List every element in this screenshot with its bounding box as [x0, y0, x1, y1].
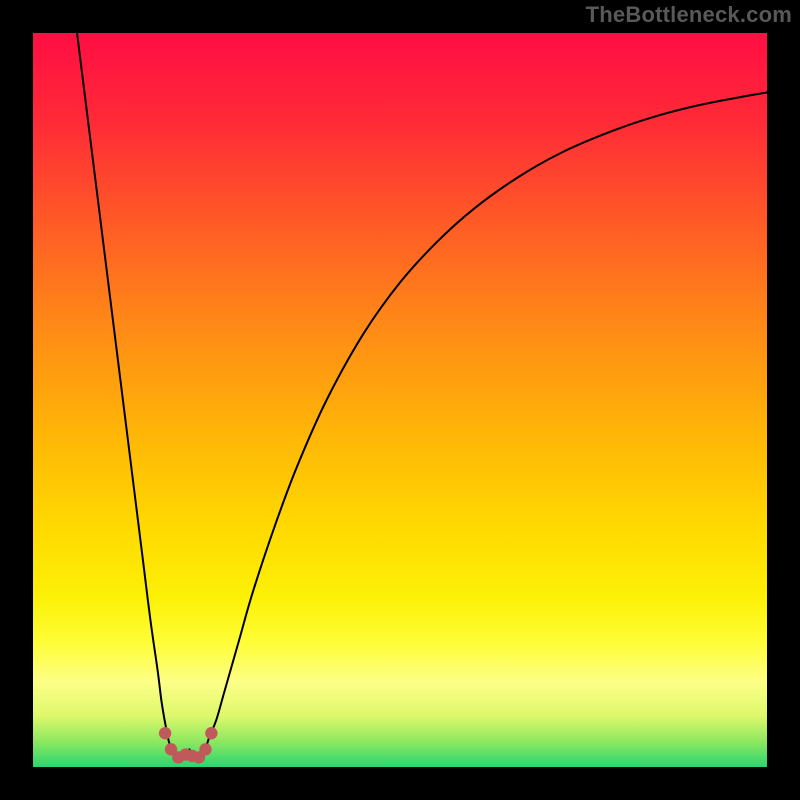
watermark-text: TheBottleneck.com [586, 2, 792, 28]
chart-background-gradient [33, 33, 767, 767]
bottleneck-chart: TheBottleneck.com [0, 0, 800, 800]
marker-point [199, 743, 211, 755]
marker-point [205, 727, 217, 739]
chart-svg [0, 0, 800, 800]
marker-point [159, 727, 171, 739]
